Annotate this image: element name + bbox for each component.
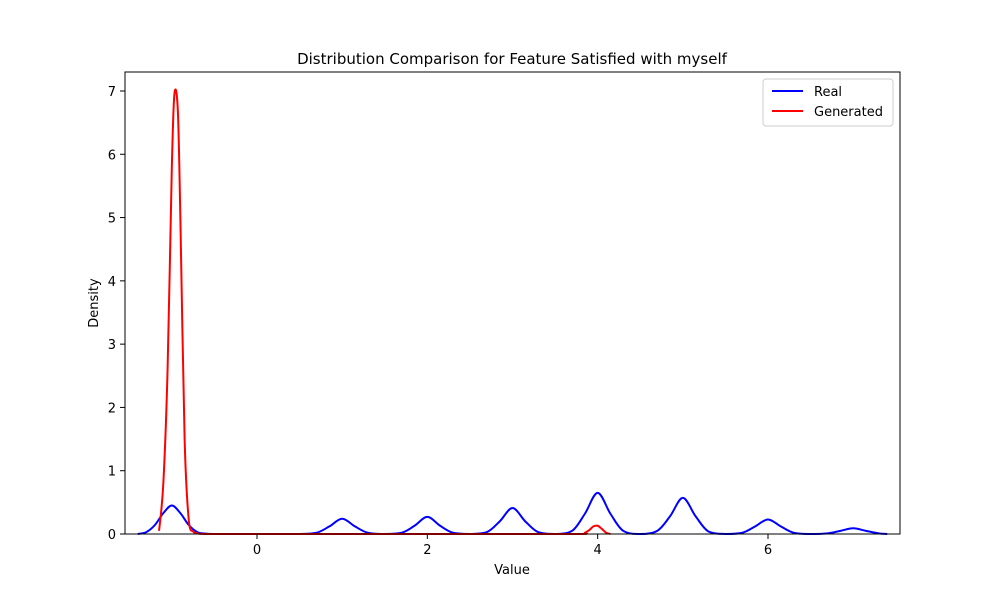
y-tick-label: 6 xyxy=(108,148,116,163)
y-axis: 0 1 2 3 4 5 6 7 xyxy=(108,85,125,543)
x-tick-label: 0 xyxy=(253,543,261,558)
y-tick-label: 1 xyxy=(108,465,116,480)
plot-frame xyxy=(124,71,901,535)
series-line-generated xyxy=(158,88,611,536)
series-layer xyxy=(137,88,888,536)
legend-label-generated: Generated xyxy=(814,105,883,120)
y-tick-label: 0 xyxy=(108,528,116,543)
x-tick-label: 4 xyxy=(594,543,602,558)
y-tick-label: 4 xyxy=(108,275,116,290)
y-tick-label: 2 xyxy=(108,401,116,416)
y-tick-label: 5 xyxy=(108,212,116,227)
y-tick-label: 3 xyxy=(108,338,116,353)
chart-title: Distribution Comparison for Feature Sati… xyxy=(297,50,728,68)
legend-label-real: Real xyxy=(814,85,842,100)
y-axis-label: Density xyxy=(87,278,102,328)
x-axis-label: Value xyxy=(494,563,530,578)
y-tick-label: 7 xyxy=(108,85,116,100)
x-axis: 0 2 4 6 xyxy=(253,534,772,558)
plot-area xyxy=(124,71,901,536)
series-line-real xyxy=(137,491,888,536)
x-tick-label: 2 xyxy=(423,543,431,558)
x-tick-label: 6 xyxy=(764,543,772,558)
legend: Real Generated xyxy=(762,78,894,127)
